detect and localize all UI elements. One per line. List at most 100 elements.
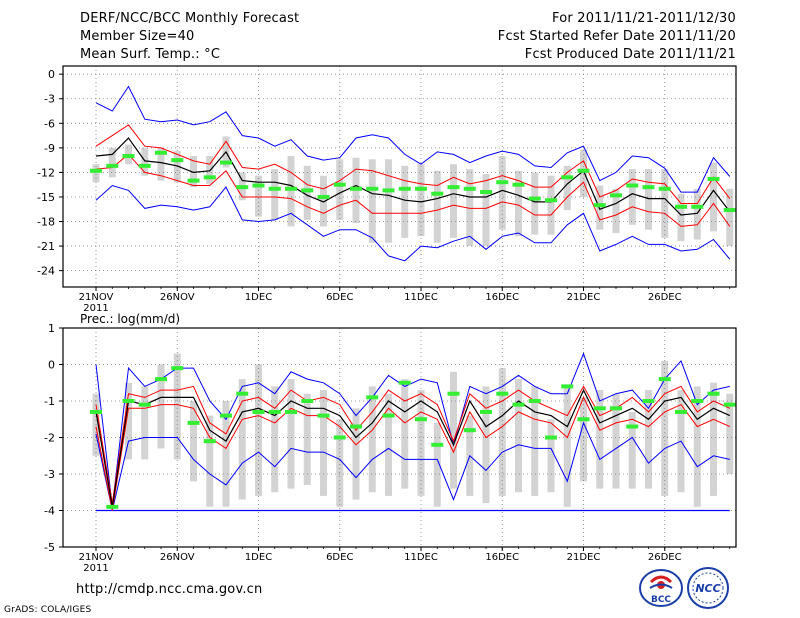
median-mark: [268, 409, 281, 414]
y-tick-label: -12: [37, 166, 55, 179]
spread-bar: [515, 379, 522, 493]
median-mark: [90, 168, 102, 173]
median-mark: [658, 186, 671, 191]
x-tick-label: 26NOV: [160, 292, 195, 303]
y-tick-label: -3: [44, 468, 55, 481]
spread-bar: [385, 159, 392, 243]
spread-bar: [531, 386, 539, 496]
median-mark: [138, 163, 151, 168]
median-mark: [236, 185, 249, 190]
x-year-label: 2011: [83, 303, 108, 314]
median-mark: [122, 154, 135, 159]
median-mark: [528, 196, 541, 201]
median-mark: [106, 504, 119, 509]
median-mark: [593, 203, 606, 208]
x-tick-label: 21DEC: [567, 552, 601, 563]
median-mark: [626, 424, 639, 429]
spread-bar: [693, 188, 701, 240]
median-mark: [658, 377, 671, 382]
median-mark: [382, 413, 395, 418]
median-mark: [366, 395, 379, 400]
median-mark: [415, 417, 427, 422]
y-tick-label: -4: [44, 505, 55, 518]
spread-bar: [417, 164, 425, 237]
member-size: Member Size=40: [80, 29, 195, 44]
spread-bar: [287, 156, 295, 227]
median-mark: [480, 190, 492, 195]
x-tick-label: 6DEC: [326, 292, 353, 303]
median-mark: [723, 208, 736, 213]
x-tick-label: 21NOV: [79, 292, 114, 303]
median-mark: [626, 183, 639, 188]
median-mark: [285, 186, 297, 191]
spread-bar: [125, 382, 132, 460]
x-year-label: 2011: [83, 563, 108, 574]
spread-bar: [271, 169, 279, 220]
x-tick-label: 1DEC: [245, 292, 272, 303]
y-tick-label: 0: [48, 359, 55, 372]
median-mark: [561, 384, 574, 389]
spread-bar: [547, 175, 555, 235]
precip-title: Prec.: log(mm/d): [80, 312, 180, 326]
y-tick-label: -9: [44, 142, 55, 155]
median-mark: [301, 188, 314, 193]
median-mark: [415, 186, 427, 191]
temperature-panel: 0 -3 -6 -9 -12 -15 -18 -21 -24 21NOV 26NOV 1DEC 6DEC…: [37, 65, 737, 314]
median-mark: [203, 439, 216, 444]
spread-bar: [190, 156, 197, 188]
median-mark: [252, 409, 265, 414]
spread-bar: [450, 164, 457, 238]
median-mark: [333, 435, 346, 440]
svg-text:BCC: BCC: [651, 595, 671, 605]
spread-bar: [157, 364, 165, 449]
series-mean-line: [95, 388, 731, 508]
spread-bar: [596, 390, 604, 489]
y-tick-label: -21: [37, 240, 55, 253]
median-mark: [707, 176, 720, 181]
source-url[interactable]: http://cmdp.ncc.cma.gov.cn: [76, 582, 263, 597]
median-mark: [463, 186, 476, 191]
spread-bar: [531, 172, 539, 235]
svg-text:NCC: NCC: [695, 582, 720, 595]
x-tick-label: 16DEC: [485, 292, 519, 303]
median-mark: [155, 150, 167, 155]
series-lower-line: [95, 153, 731, 227]
spread-bar: [401, 379, 409, 489]
spread-bar: [303, 393, 311, 485]
spread-bar: [515, 170, 522, 237]
median-mark: [366, 186, 379, 191]
median-mark: [691, 204, 704, 209]
median-mark: [106, 163, 119, 168]
y-tick-label: -18: [37, 216, 55, 229]
median-mark: [642, 185, 655, 190]
spread-bar: [173, 353, 181, 460]
spread-bar: [466, 169, 474, 247]
y-tick-label: 1: [48, 322, 55, 335]
x-tick-label: 21NOV: [79, 552, 114, 563]
y-tick-label: -2: [44, 432, 55, 445]
spread-bar: [336, 419, 344, 507]
spread-bar: [222, 401, 230, 507]
x-tick-label: 21DEC: [567, 292, 601, 303]
spread-bar: [482, 174, 490, 247]
median-mark: [317, 194, 330, 199]
ncc-logo: NCC: [684, 566, 732, 610]
median-mark: [723, 402, 736, 407]
x-tick-label: 6DEC: [326, 552, 353, 563]
spread-bar: [710, 162, 717, 232]
median-mark: [675, 204, 687, 209]
x-tick-label: 11DEC: [404, 552, 438, 563]
median-mark: [691, 399, 704, 403]
plot-frame: [62, 327, 737, 548]
median-mark: [675, 409, 687, 414]
plot-frame: [62, 65, 737, 288]
median-mark: [90, 409, 102, 414]
series-max-line: [95, 352, 730, 507]
y-tick-label: -15: [37, 191, 55, 204]
spread-bar: [580, 397, 587, 482]
median-mark: [707, 391, 720, 396]
median-mark: [317, 413, 330, 418]
median-mark: [528, 399, 541, 403]
spread-bar: [726, 188, 734, 247]
